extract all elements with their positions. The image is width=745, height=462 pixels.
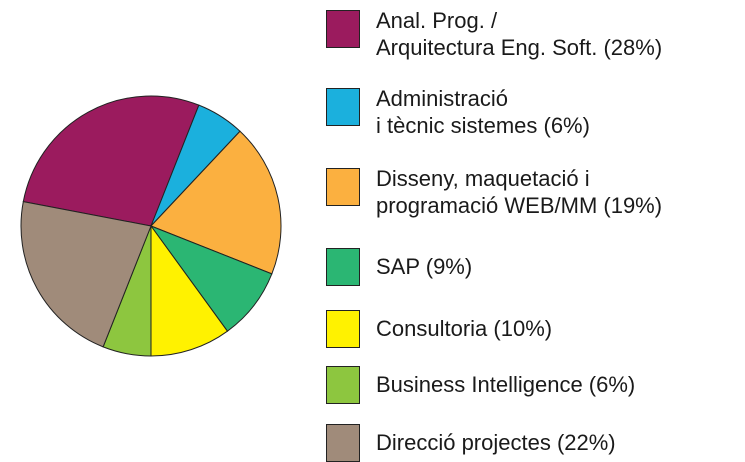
pie-slice bbox=[20, 201, 152, 348]
legend-swatch bbox=[326, 366, 360, 404]
legend-swatch bbox=[326, 10, 360, 48]
legend-swatch bbox=[326, 424, 360, 462]
legend-label: Consultoria (10%) bbox=[376, 316, 553, 341]
pie-slice bbox=[150, 130, 282, 275]
legend-label: Administració i tècnic sistemes (6%) bbox=[376, 86, 590, 138]
pie-slice bbox=[150, 224, 229, 357]
pie-chart bbox=[20, 95, 282, 357]
legend-swatch bbox=[326, 168, 360, 206]
legend-swatch bbox=[326, 88, 360, 126]
legend-label: Disseny, maquetació i programació WEB/MM… bbox=[376, 166, 663, 218]
legend-label: Direcció projectes (22%) bbox=[376, 430, 616, 455]
pie-slice bbox=[22, 95, 200, 227]
legend-swatch bbox=[326, 248, 360, 286]
legend-label: Business Intelligence (6%) bbox=[376, 372, 636, 397]
legend-label: Anal. Prog. / Arquitectura Eng. Soft. (2… bbox=[376, 8, 663, 60]
legend-swatch bbox=[326, 310, 360, 348]
legend-label: SAP (9%) bbox=[376, 254, 473, 279]
